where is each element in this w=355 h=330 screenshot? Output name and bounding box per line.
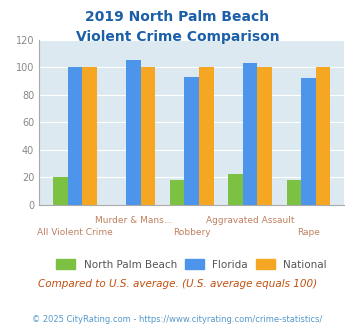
Text: Murder & Mans...: Murder & Mans... xyxy=(94,216,172,225)
Bar xyxy=(170,180,184,205)
Text: All Violent Crime: All Violent Crime xyxy=(37,228,113,237)
Bar xyxy=(53,177,67,205)
Legend: North Palm Beach, Florida, National: North Palm Beach, Florida, National xyxy=(56,259,327,270)
Text: 2019 North Palm Beach: 2019 North Palm Beach xyxy=(86,10,269,24)
Text: Violent Crime Comparison: Violent Crime Comparison xyxy=(76,30,279,44)
Bar xyxy=(257,67,272,205)
Bar xyxy=(67,67,82,205)
Bar xyxy=(184,77,199,205)
Text: Compared to U.S. average. (U.S. average equals 100): Compared to U.S. average. (U.S. average … xyxy=(38,279,317,289)
Bar xyxy=(199,67,214,205)
Bar xyxy=(243,63,257,205)
Bar xyxy=(301,78,316,205)
Bar xyxy=(286,180,301,205)
Bar xyxy=(316,67,331,205)
Bar xyxy=(126,60,141,205)
Text: Robbery: Robbery xyxy=(173,228,211,237)
Text: © 2025 CityRating.com - https://www.cityrating.com/crime-statistics/: © 2025 CityRating.com - https://www.city… xyxy=(32,315,323,324)
Bar xyxy=(228,174,243,205)
Text: Aggravated Assault: Aggravated Assault xyxy=(206,216,294,225)
Bar xyxy=(141,67,155,205)
Bar xyxy=(82,67,97,205)
Text: Rape: Rape xyxy=(297,228,320,237)
